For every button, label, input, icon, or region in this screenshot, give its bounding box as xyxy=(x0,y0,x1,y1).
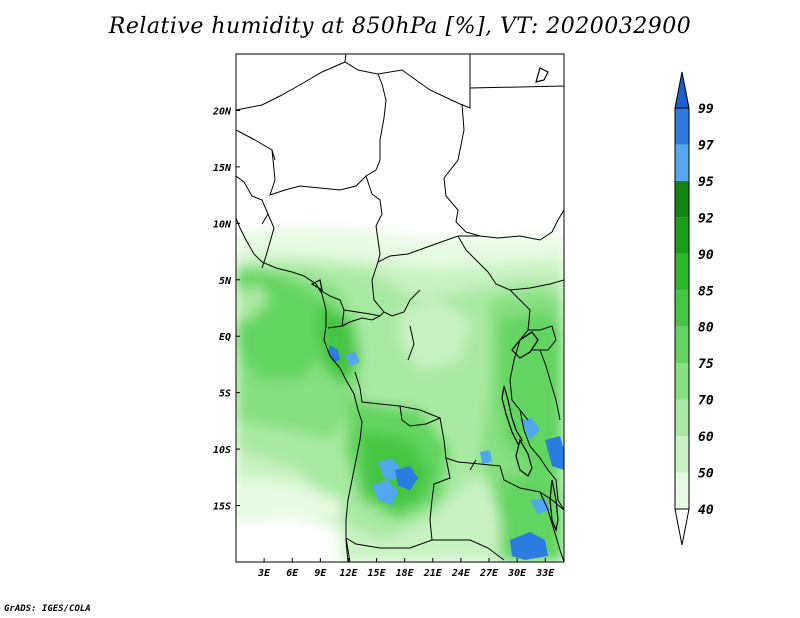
colorbar-swatch xyxy=(675,253,689,291)
colorbar-level-label: 95 xyxy=(698,175,714,190)
colorbar-level-label: 90 xyxy=(698,248,714,263)
colorbar: 40 50 60 70 75 80 85 90 92 95 97 99 xyxy=(674,71,714,546)
colorbar-swatch xyxy=(675,472,689,509)
lat-tick-label: 10S xyxy=(213,445,231,456)
lon-tick-label: 21E xyxy=(423,568,443,579)
colorbar-swatch xyxy=(675,436,689,473)
lat-tick-label: 20N xyxy=(212,106,232,117)
colorbar-level-label: 60 xyxy=(698,430,714,445)
high-humidity-patches xyxy=(328,345,564,560)
colorbar-swatch xyxy=(675,180,689,218)
country-borders xyxy=(236,54,564,562)
colorbar-swatch xyxy=(675,217,689,254)
colorbar-level-label: 75 xyxy=(698,357,714,372)
lat-tick-label: 5N xyxy=(219,276,232,287)
lat-tick-label: EQ xyxy=(219,332,231,343)
colorbar-upper-triangle xyxy=(674,71,690,109)
colorbar-level-label: 40 xyxy=(698,503,714,518)
lon-tick-label: 12E xyxy=(339,568,358,579)
colorbar-level-label: 99 xyxy=(698,102,714,117)
lat-tick-label: 10N xyxy=(213,219,232,230)
colorbar-swatch xyxy=(675,363,689,400)
humidity-field xyxy=(236,54,564,562)
latitude-axis: 20N 15N 10N 5N EQ 5S 10S 15S xyxy=(212,106,240,513)
map-title: Relative humidity at 850hPa [%], VT: 202… xyxy=(108,14,692,39)
lon-tick-label: 15E xyxy=(368,568,387,579)
lakes xyxy=(310,67,559,533)
colorbar-frame xyxy=(674,107,690,510)
colorbar-swatch xyxy=(675,326,689,364)
colorbar-swatch xyxy=(675,399,689,437)
lon-tick-label: 9E xyxy=(314,568,327,579)
lat-tick-label: 5S xyxy=(219,389,231,400)
colorbar-swatch xyxy=(675,144,689,181)
longitude-axis: 3E 6E 9E 12E 15E 18E 21E 24E 27E 30E 33E xyxy=(257,558,555,579)
plot-frame xyxy=(235,53,565,563)
colorbar-level-label: 50 xyxy=(698,467,714,482)
lon-tick-label: 27E xyxy=(479,568,499,579)
lat-tick-label: 15N xyxy=(213,163,232,174)
lat-tick-label: 15S xyxy=(213,502,231,513)
colorbar-level-label: 80 xyxy=(698,321,714,336)
lon-tick-label: 6E xyxy=(286,568,299,579)
lon-tick-label: 30E xyxy=(507,568,527,579)
lon-tick-label: 33E xyxy=(535,568,555,579)
colorbar-level-label: 97 xyxy=(698,138,714,153)
lon-tick-label: 24E xyxy=(451,568,471,579)
lon-tick-label: 3E xyxy=(257,568,271,579)
colorbar-level-label: 92 xyxy=(698,211,714,226)
lon-tick-label: 18E xyxy=(396,568,415,579)
colorbar-swatch xyxy=(675,108,689,145)
colorbar-swatch xyxy=(675,290,689,327)
colorbar-level-label: 85 xyxy=(698,284,714,299)
coastline xyxy=(236,217,415,562)
colorbar-lower-triangle xyxy=(674,508,690,546)
grads-credit: GrADS: IGES/COLA xyxy=(4,604,91,614)
colorbar-level-label: 70 xyxy=(698,394,714,409)
